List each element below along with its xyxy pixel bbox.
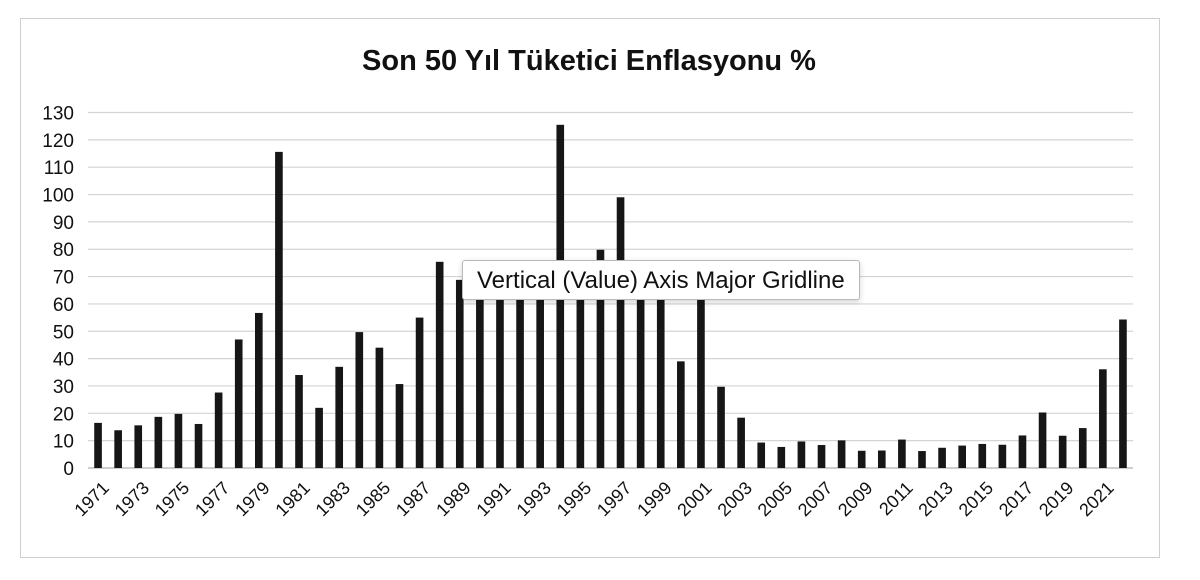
bars[interactable]: [94, 124, 1127, 468]
x-tick-label: 1999: [633, 478, 675, 520]
bar-1997[interactable]: [616, 197, 625, 468]
bar-1987[interactable]: [415, 317, 424, 468]
x-tick-label: 1985: [352, 478, 394, 520]
bar-1981[interactable]: [295, 375, 303, 468]
x-tick-label: 1989: [432, 478, 474, 520]
bar-1974[interactable]: [154, 416, 163, 468]
bar-2020[interactable]: [1078, 428, 1087, 468]
x-tick-label: 2021: [1075, 478, 1117, 520]
x-tick-label: 2015: [955, 478, 997, 520]
x-tick-label: 2003: [714, 478, 756, 520]
bar-1975[interactable]: [174, 413, 183, 468]
x-tick-label: 1995: [553, 478, 595, 520]
bar-2006[interactable]: [797, 441, 806, 468]
y-tick-label: 30: [53, 377, 74, 398]
x-tick-label: 1977: [191, 478, 233, 520]
bar-1977[interactable]: [214, 392, 223, 468]
bar-2003[interactable]: [737, 417, 745, 468]
y-tick-label: 0: [63, 459, 74, 480]
y-tick-label: 70: [53, 268, 74, 289]
bar-1980[interactable]: [275, 151, 283, 468]
bar-2015[interactable]: [978, 443, 987, 468]
x-tick-label: 1971: [70, 478, 112, 520]
bar-1971[interactable]: [94, 422, 102, 468]
y-tick-label: 60: [53, 295, 74, 316]
gridline-tooltip: Vertical (Value) Axis Major Gridline: [462, 260, 860, 300]
y-axis-ticks: 0 10 20 30 40 50 60 70 80 90 100 110 120 130: [42, 104, 74, 481]
x-tick-label: 1993: [513, 478, 555, 520]
x-tick-label: 2007: [794, 478, 836, 520]
bar-1992[interactable]: [516, 276, 524, 468]
bar-1993[interactable]: [536, 287, 544, 468]
bar-1978[interactable]: [234, 339, 243, 468]
bar-2002[interactable]: [717, 386, 725, 468]
x-tick-label: 2017: [995, 478, 1037, 520]
bar-1991[interactable]: [496, 287, 504, 468]
bar-1999[interactable]: [656, 279, 665, 468]
bar-2001[interactable]: [697, 280, 705, 468]
bar-2009[interactable]: [857, 450, 866, 468]
chart-title: Son 50 Yıl Tüketici Enflasyonu %: [362, 45, 816, 77]
bar-1989[interactable]: [455, 279, 464, 468]
x-tick-label: 1981: [271, 478, 313, 520]
bar-1990[interactable]: [476, 295, 484, 468]
bar-2016[interactable]: [998, 444, 1007, 468]
bar-1982[interactable]: [315, 407, 323, 468]
y-tick-label: 130: [42, 104, 74, 125]
x-tick-label: 1975: [151, 478, 193, 520]
y-tick-label: 50: [53, 322, 74, 343]
bar-2005[interactable]: [777, 446, 786, 468]
y-tick-label: 40: [53, 350, 74, 371]
x-tick-label: 1983: [312, 478, 354, 520]
y-tick-label: 10: [53, 432, 74, 453]
x-tick-label: 1997: [593, 478, 635, 520]
bar-2019[interactable]: [1058, 435, 1067, 468]
bar-2007[interactable]: [817, 445, 826, 468]
y-tick-label: 100: [42, 186, 74, 207]
bar-1985[interactable]: [375, 347, 384, 468]
x-tick-label: 1991: [472, 478, 514, 520]
bar-1995[interactable]: [576, 260, 585, 468]
x-tick-label: 1979: [231, 478, 273, 520]
x-tick-label: 2019: [1035, 478, 1077, 520]
y-tick-label: 120: [42, 131, 74, 152]
x-axis-ticks: 1971197319751977197919811983198519871989…: [70, 478, 1117, 520]
x-tick-label: 1987: [392, 478, 434, 520]
bar-2014[interactable]: [958, 445, 967, 468]
bar-1996[interactable]: [596, 249, 605, 468]
x-tick-label: 2011: [875, 478, 917, 520]
x-tick-label: 2005: [754, 478, 796, 520]
x-tick-label: 2001: [673, 478, 715, 520]
bar-1983[interactable]: [335, 366, 344, 468]
bar-2022[interactable]: [1119, 319, 1127, 468]
bar-1988[interactable]: [435, 261, 444, 468]
bar-2018[interactable]: [1038, 412, 1047, 468]
x-tick-label: 2009: [834, 478, 876, 520]
bar-2000[interactable]: [677, 361, 685, 468]
y-tick-label: 90: [53, 213, 74, 234]
bar-2004[interactable]: [757, 442, 766, 468]
bar-1986[interactable]: [395, 384, 404, 468]
bar-2010[interactable]: [877, 450, 886, 468]
y-tick-label: 20: [53, 404, 74, 425]
bar-2021[interactable]: [1099, 369, 1107, 468]
bar-1972[interactable]: [114, 430, 122, 468]
bar-2012[interactable]: [918, 451, 926, 468]
bar-1984[interactable]: [355, 332, 364, 468]
x-tick-label: 2013: [915, 478, 957, 520]
bar-1979[interactable]: [254, 312, 263, 468]
bar-2011[interactable]: [898, 439, 906, 468]
y-tick-label: 80: [53, 240, 74, 261]
bar-1973[interactable]: [134, 425, 143, 468]
bar-1998[interactable]: [636, 277, 645, 468]
bar-2017[interactable]: [1018, 435, 1027, 468]
bar-2008[interactable]: [837, 440, 846, 468]
bar-2013[interactable]: [938, 447, 946, 468]
y-tick-label: 110: [44, 158, 74, 179]
bar-1976[interactable]: [194, 423, 203, 468]
x-tick-label: 1973: [111, 478, 153, 520]
